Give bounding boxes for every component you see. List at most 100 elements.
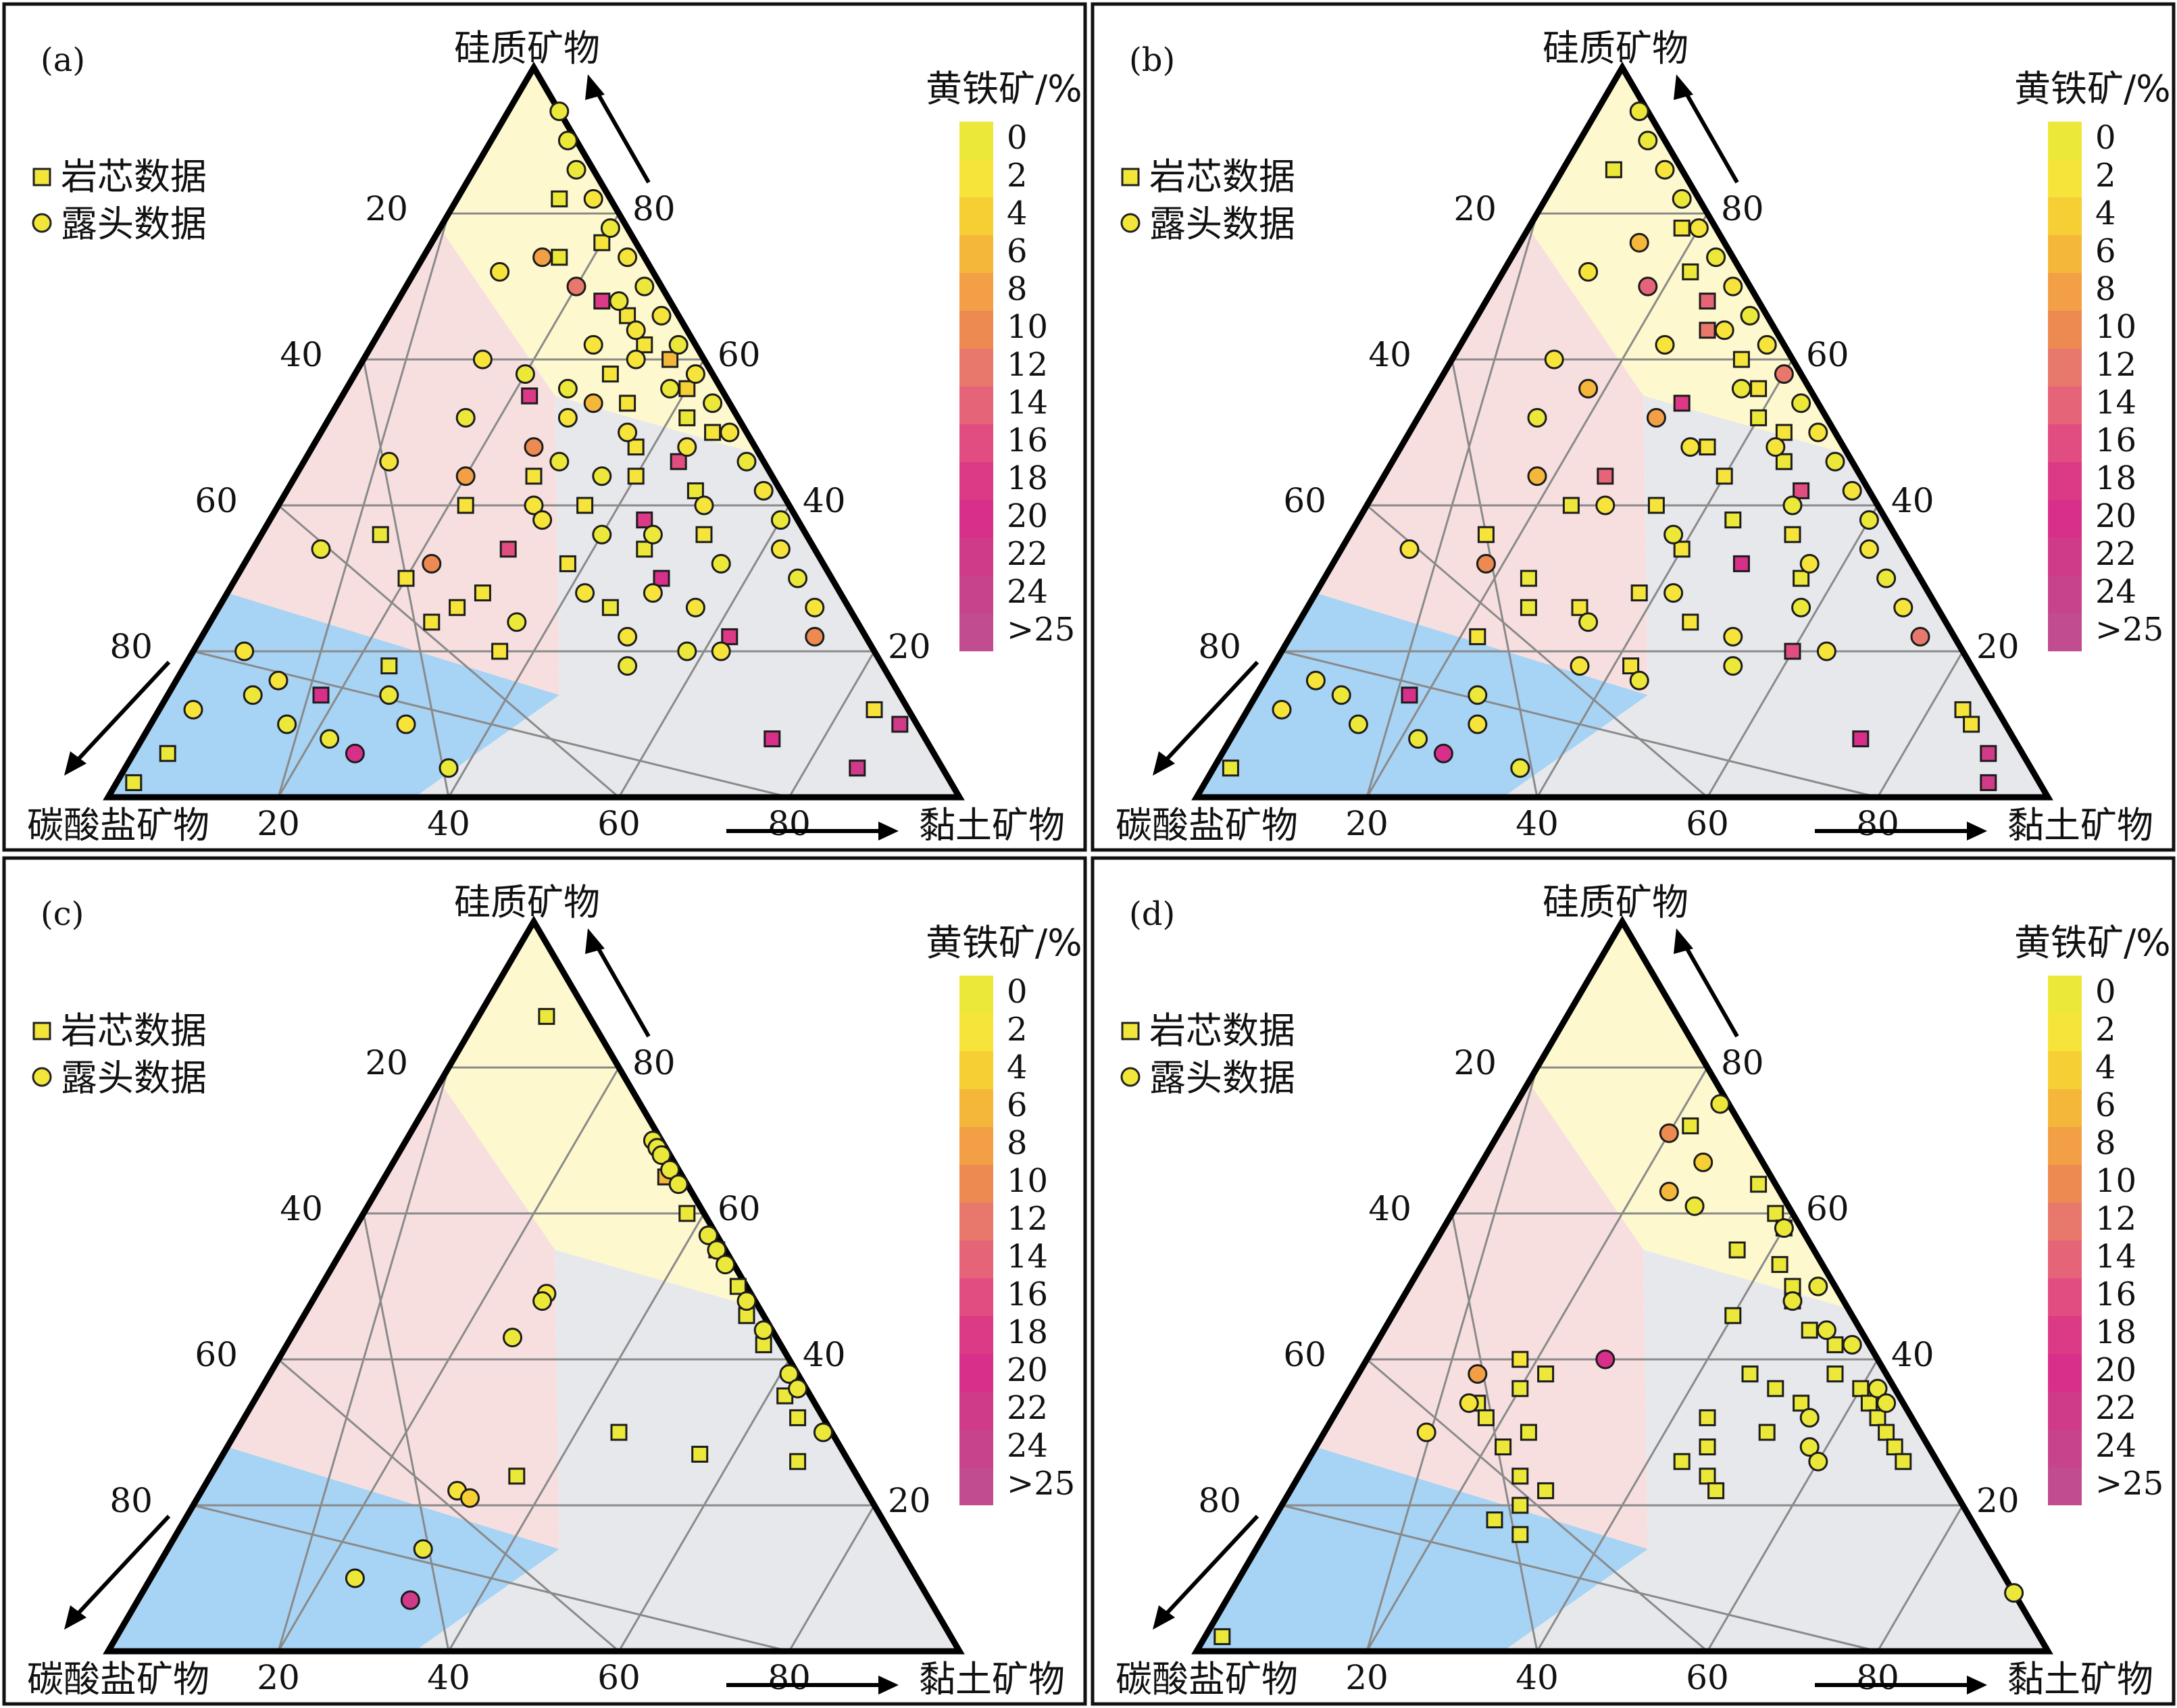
right-tick-label: 20 xyxy=(1976,627,2020,666)
core-data-point xyxy=(593,234,611,251)
outcrop-data-point xyxy=(1659,1182,1679,1202)
core-data-point xyxy=(372,526,389,543)
core-data-point xyxy=(1673,220,1691,237)
outcrop-data-point xyxy=(668,334,689,355)
top-axis-title: 硅质矿物 xyxy=(1543,27,1688,70)
core-data-point xyxy=(457,497,474,514)
bottom-tick-label: 40 xyxy=(427,1658,470,1697)
core-data-point xyxy=(1793,482,1810,499)
colorbar-label: 12 xyxy=(1007,346,1048,384)
outcrop-data-point xyxy=(524,495,544,516)
colorbar-label: >25 xyxy=(2095,611,2163,649)
left-axis-title: 碳酸盐矿物 xyxy=(1116,1658,1298,1701)
outcrop-data-point xyxy=(651,305,672,326)
outcrop-data-point xyxy=(626,349,646,370)
outcrop-data-point xyxy=(524,437,544,457)
outcrop-data-point xyxy=(634,276,655,297)
outcrop-data-point xyxy=(1629,101,1649,122)
core-data-point xyxy=(1622,657,1640,675)
colorbar-label: 0 xyxy=(1007,973,1028,1011)
outcrop-data-point xyxy=(1859,539,1879,559)
core-data-point xyxy=(1724,1307,1742,1324)
core-data-point xyxy=(551,190,568,207)
left-tick-label: 40 xyxy=(1368,1189,1411,1228)
outcrop-data-point xyxy=(515,364,535,384)
core-data-point xyxy=(729,1278,747,1295)
outcrop-data-point xyxy=(422,553,442,574)
colorbar-label: 16 xyxy=(2095,1276,2136,1313)
core-data-point xyxy=(636,336,653,353)
legend-circle-marker xyxy=(32,1067,52,1087)
outcrop-data-point xyxy=(1808,1276,1828,1297)
outcrop-data-point xyxy=(460,1488,480,1508)
triangle-outline xyxy=(1191,61,2053,801)
colorbar-swatch xyxy=(959,576,993,613)
outcrop-data-point xyxy=(711,553,731,574)
left-tick-label: 60 xyxy=(195,1335,238,1374)
colorbar-label: 2 xyxy=(2095,1011,2116,1049)
outcrop-data-point xyxy=(694,495,714,516)
core-data-point xyxy=(695,526,713,543)
bottom-tick-label: 60 xyxy=(597,804,641,843)
outcrop-data-point xyxy=(1684,1196,1705,1216)
core-data-point xyxy=(1699,293,1716,310)
core-data-point xyxy=(1886,1438,1903,1456)
core-data-point xyxy=(1511,1526,1529,1543)
legend-label: 岩芯数据 xyxy=(61,155,207,198)
outcrop-data-point xyxy=(1578,261,1599,282)
colorbar-label: 22 xyxy=(1007,1389,1048,1427)
mixed-facies-region xyxy=(1316,1082,1648,1549)
outcrop-data-point xyxy=(1570,656,1590,676)
bottom-tick-label: 20 xyxy=(1345,804,1388,843)
grid-line xyxy=(1451,359,1538,798)
outcrop-data-point xyxy=(400,1590,420,1610)
outcrop-data-point xyxy=(1799,553,1820,574)
right-tick-label: 40 xyxy=(1891,1335,1934,1374)
colorbar-swatch xyxy=(2048,159,2082,197)
core-data-point xyxy=(1537,1482,1555,1499)
outcrop-data-point xyxy=(1595,1349,1616,1370)
core-data-point xyxy=(1699,438,1716,456)
colorbar-label: 8 xyxy=(2095,1124,2116,1162)
outcrop-data-point xyxy=(1638,130,1658,151)
core-data-point xyxy=(1562,497,1580,514)
outcrop-data-point xyxy=(1825,451,1845,472)
core-data-point xyxy=(764,730,781,748)
core-data-point xyxy=(1520,599,1537,616)
right-axis-title: 黏土矿物 xyxy=(919,804,1065,847)
core-data-point xyxy=(1605,161,1622,178)
outcrop-data-point xyxy=(583,334,603,355)
colorbar-label: 4 xyxy=(1007,1049,1028,1086)
panel-border xyxy=(1091,856,2176,1706)
bottom-tick-label: 80 xyxy=(1856,1658,1899,1697)
bottom-tick-label: 60 xyxy=(597,1658,641,1697)
outcrop-data-point xyxy=(1476,553,1496,574)
colorbar-swatch xyxy=(959,976,993,1013)
colorbar-swatch xyxy=(959,311,993,349)
outcrop-data-point xyxy=(626,320,646,341)
outcrop-data-point xyxy=(277,714,297,734)
triangle-outline xyxy=(103,915,965,1655)
bottom-tick-label: 60 xyxy=(1686,804,1729,843)
outcrop-data-point xyxy=(557,407,578,428)
colorbar-label: 0 xyxy=(2095,119,2116,157)
colorbar-label: 6 xyxy=(2095,1086,2116,1124)
grid-line xyxy=(1366,504,1708,799)
core-data-point xyxy=(670,453,687,470)
colorbar-label: 24 xyxy=(1007,1427,1048,1465)
left-tick-label: 80 xyxy=(109,627,153,666)
outcrop-data-point xyxy=(1468,685,1488,705)
outcrop-data-point xyxy=(1527,407,1547,428)
outcrop-data-point xyxy=(753,480,774,501)
core-data-point xyxy=(661,351,679,368)
colorbar-label: 20 xyxy=(2095,1351,2136,1389)
outcrop-data-point xyxy=(1731,378,1751,399)
colorbar-swatch xyxy=(959,159,993,197)
panel-border xyxy=(2,856,1087,1706)
outcrop-data-point xyxy=(770,510,791,530)
triangle-outline xyxy=(1191,915,2053,1655)
outcrop-data-point xyxy=(1808,422,1828,443)
core-data-point xyxy=(1630,584,1648,602)
colorbar-label: 22 xyxy=(1007,535,1048,573)
